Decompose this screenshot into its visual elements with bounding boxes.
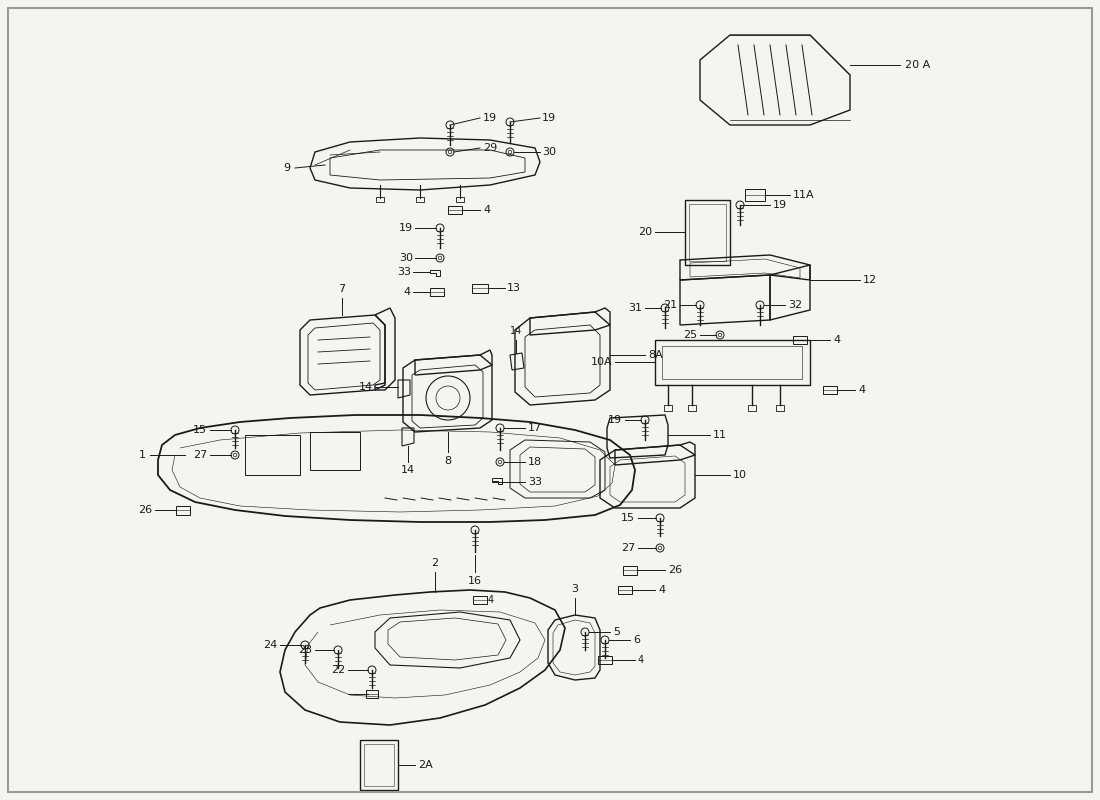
Bar <box>448 206 462 214</box>
Text: 33: 33 <box>397 267 411 277</box>
Bar <box>688 405 696 411</box>
Text: 25: 25 <box>683 330 697 340</box>
Text: 30: 30 <box>542 147 556 157</box>
Bar <box>366 690 378 698</box>
Bar <box>456 197 464 202</box>
Text: 4: 4 <box>488 595 494 605</box>
Text: 23: 23 <box>298 645 312 655</box>
Text: 9: 9 <box>283 163 290 173</box>
Bar <box>416 197 424 202</box>
Text: 27: 27 <box>620 543 635 553</box>
Text: 4: 4 <box>858 385 865 395</box>
Text: 20: 20 <box>638 227 652 237</box>
Bar <box>793 336 807 344</box>
Bar <box>654 340 810 385</box>
Bar <box>245 435 300 475</box>
Text: 19: 19 <box>608 415 622 425</box>
Text: 3: 3 <box>572 584 579 594</box>
Bar <box>685 200 730 265</box>
Bar <box>748 405 756 411</box>
Text: 32: 32 <box>788 300 802 310</box>
Bar <box>310 432 360 470</box>
Text: 4: 4 <box>404 287 411 297</box>
Bar <box>360 740 398 790</box>
Text: 29: 29 <box>483 143 497 153</box>
Bar <box>776 405 784 411</box>
Text: 17: 17 <box>528 423 542 433</box>
Text: 7: 7 <box>339 284 345 294</box>
Bar <box>473 596 487 604</box>
Bar <box>176 506 190 514</box>
Text: 1: 1 <box>139 450 146 460</box>
Text: 26: 26 <box>668 565 682 575</box>
Text: 22: 22 <box>331 665 345 675</box>
Text: 4: 4 <box>483 205 491 215</box>
Text: 14: 14 <box>400 465 415 475</box>
Text: 12: 12 <box>864 275 877 285</box>
Text: 16: 16 <box>468 576 482 586</box>
Text: 14: 14 <box>510 326 522 336</box>
Text: 10: 10 <box>733 470 747 480</box>
Bar <box>745 189 764 201</box>
Text: 19: 19 <box>399 223 412 233</box>
Bar <box>623 566 637 574</box>
Text: 8: 8 <box>444 456 452 466</box>
Text: 11: 11 <box>713 430 727 440</box>
Bar <box>618 586 632 594</box>
Bar <box>664 405 672 411</box>
Text: 15: 15 <box>192 425 207 435</box>
Text: 8A: 8A <box>648 350 662 360</box>
Text: 2A: 2A <box>418 760 432 770</box>
Bar <box>472 283 488 293</box>
Text: 10A: 10A <box>591 357 612 367</box>
Text: 15: 15 <box>621 513 635 523</box>
Text: 30: 30 <box>399 253 412 263</box>
Text: 19: 19 <box>542 113 557 123</box>
Text: 18: 18 <box>528 457 542 467</box>
Text: 4: 4 <box>833 335 840 345</box>
Bar <box>598 656 612 664</box>
Bar <box>376 197 384 202</box>
Text: 14: 14 <box>359 382 373 392</box>
Text: 24: 24 <box>263 640 277 650</box>
Text: 26: 26 <box>138 505 152 515</box>
Text: 6: 6 <box>632 635 640 645</box>
Bar <box>364 744 394 786</box>
Text: 27: 27 <box>192 450 207 460</box>
Bar <box>823 386 837 394</box>
Bar <box>689 204 726 261</box>
Text: 11A: 11A <box>793 190 815 200</box>
Bar <box>662 346 802 379</box>
Text: 21: 21 <box>663 300 676 310</box>
Text: 19: 19 <box>483 113 497 123</box>
Text: 2: 2 <box>431 558 439 568</box>
Text: 20 A: 20 A <box>905 60 931 70</box>
Text: 19: 19 <box>773 200 788 210</box>
Text: 4: 4 <box>638 655 645 665</box>
Text: 13: 13 <box>507 283 521 293</box>
Text: 31: 31 <box>628 303 642 313</box>
Text: 5: 5 <box>613 627 620 637</box>
Bar <box>430 288 444 296</box>
Text: 4: 4 <box>658 585 666 595</box>
Text: 33: 33 <box>528 477 542 487</box>
